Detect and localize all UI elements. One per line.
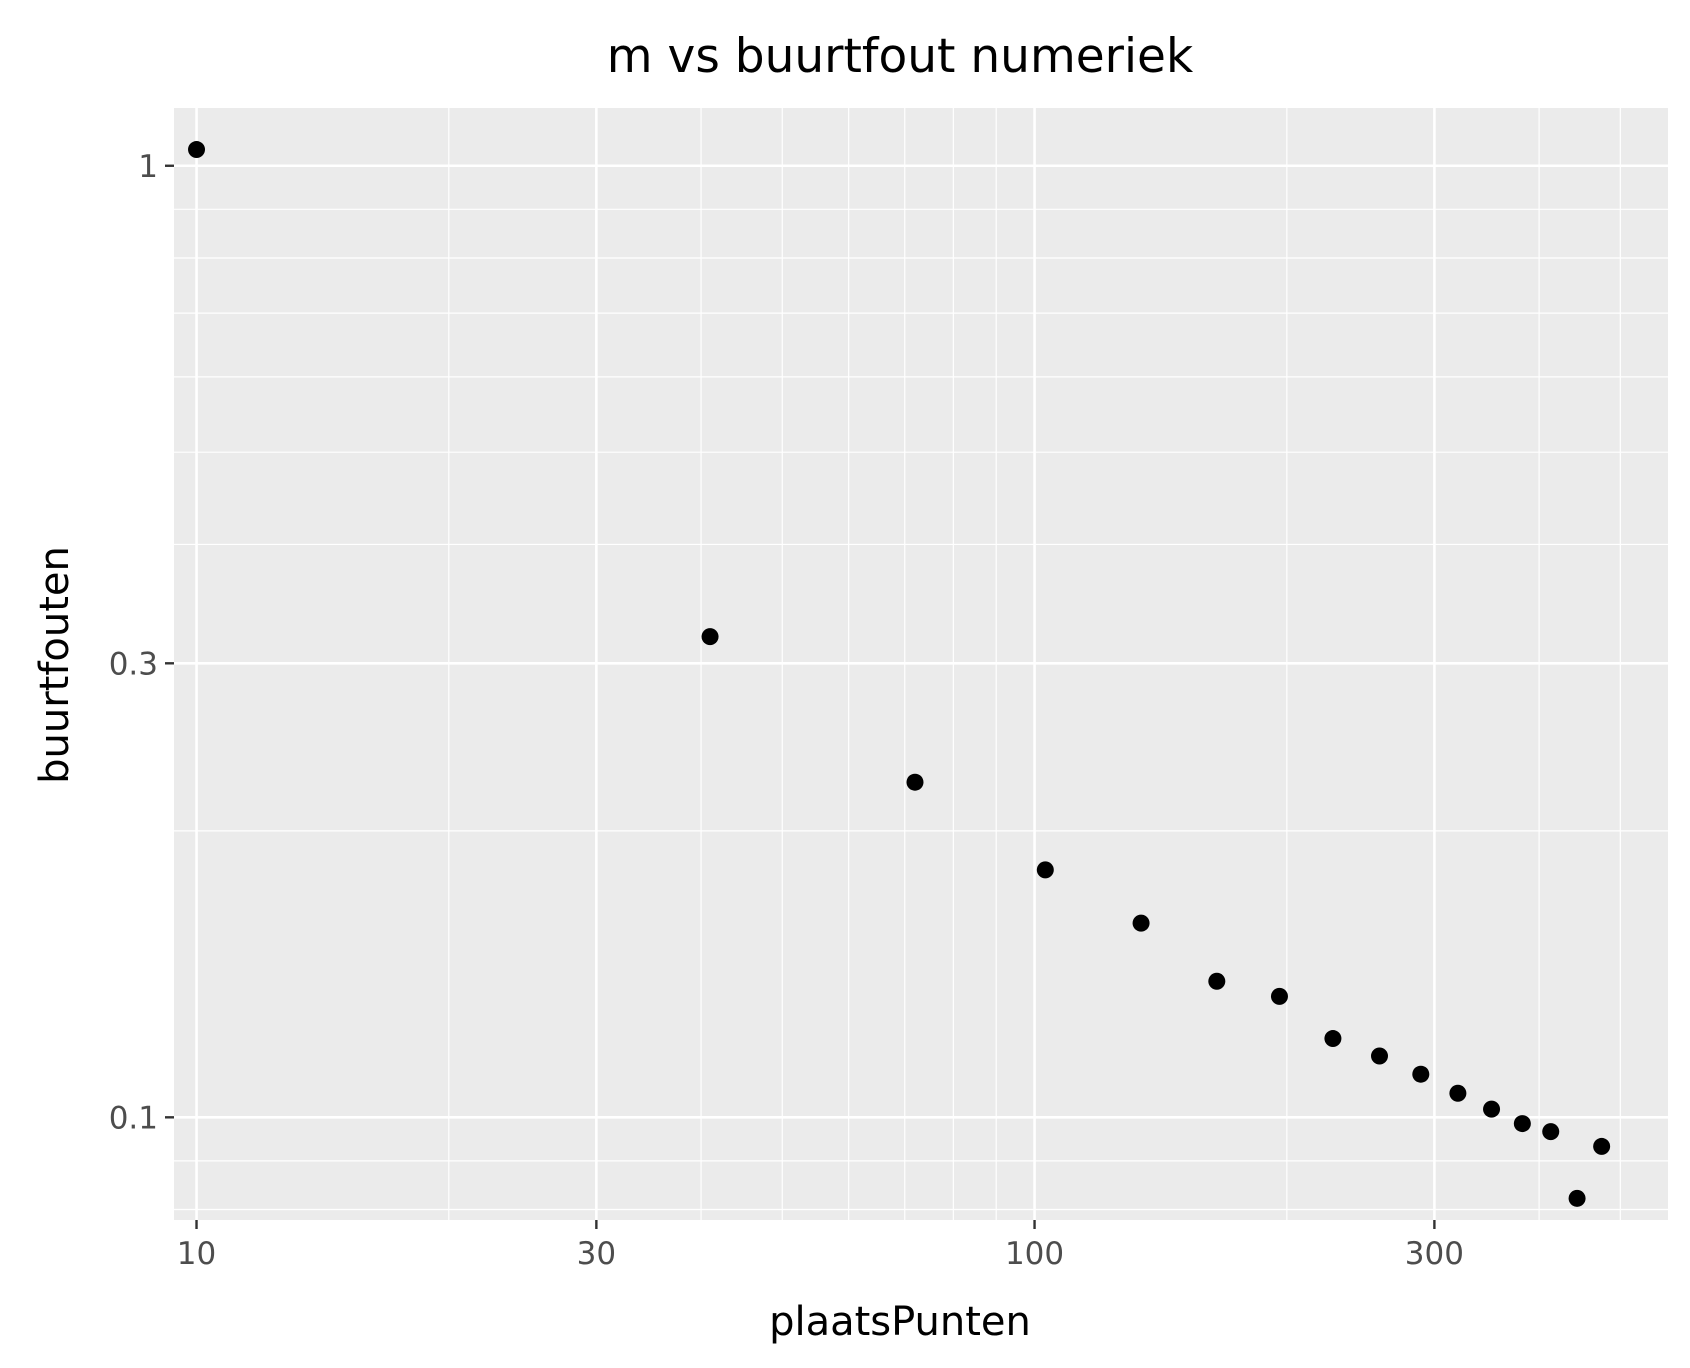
data-point [1513, 1115, 1531, 1133]
data-point [1483, 1100, 1501, 1118]
y-tick-label: 1 [138, 149, 158, 185]
x-tick-label: 100 [1005, 1236, 1064, 1272]
data-point [1132, 914, 1150, 932]
y-tick-label: 0.1 [109, 1100, 158, 1136]
y-axis: 0.1 0.3 1 [109, 149, 174, 1136]
data-point [1324, 1030, 1342, 1048]
y-axis-title: buurtfouten [32, 546, 78, 784]
data-point [1036, 861, 1054, 879]
x-tick-label: 10 [177, 1236, 216, 1272]
data-point [1270, 987, 1288, 1005]
data-point [1593, 1137, 1611, 1155]
data-point [1449, 1084, 1467, 1102]
data-point [906, 773, 924, 791]
data-point [1208, 972, 1226, 990]
grid-major [174, 108, 1668, 1220]
y-tick-label: 0.3 [109, 646, 158, 682]
data-point [1542, 1123, 1560, 1141]
data-point [1568, 1189, 1586, 1207]
x-axis-title: plaatsPunten [769, 1299, 1031, 1345]
x-tick-label: 30 [577, 1236, 616, 1272]
data-point [1412, 1065, 1430, 1083]
data-point [701, 628, 719, 646]
chart-title: m vs buurtfout numeriek [607, 29, 1194, 84]
x-tick-label: 300 [1405, 1236, 1464, 1272]
data-points [188, 141, 1611, 1207]
x-axis: 10 30 100 300 [177, 1220, 1464, 1272]
data-point [188, 141, 206, 159]
data-point [1371, 1047, 1389, 1065]
